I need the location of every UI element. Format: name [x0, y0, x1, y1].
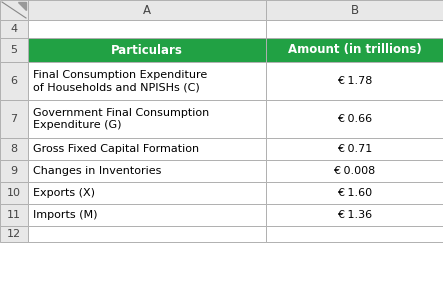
Bar — [0, 38, 28, 62]
Bar — [28, 138, 266, 160]
Text: Gross Fixed Capital Formation: Gross Fixed Capital Formation — [33, 144, 199, 154]
Text: € 1.36: € 1.36 — [337, 210, 372, 220]
Text: 9: 9 — [11, 166, 18, 176]
Bar — [266, 182, 443, 204]
Bar — [266, 20, 443, 38]
Text: 5: 5 — [11, 45, 18, 55]
Bar — [0, 20, 28, 38]
Bar — [266, 38, 443, 62]
Bar — [266, 160, 443, 182]
Bar — [28, 62, 266, 100]
Text: Changes in Inventories: Changes in Inventories — [33, 166, 161, 176]
Text: 7: 7 — [11, 114, 18, 124]
Text: € 1.60: € 1.60 — [337, 188, 372, 198]
Bar — [28, 160, 266, 182]
Bar — [0, 0, 28, 20]
Text: B: B — [350, 3, 358, 17]
Bar — [28, 20, 266, 38]
Bar — [28, 38, 266, 62]
Polygon shape — [18, 2, 26, 10]
Text: 8: 8 — [11, 144, 18, 154]
Bar — [28, 100, 266, 138]
Bar — [28, 0, 266, 20]
Bar — [0, 226, 28, 242]
Bar — [0, 100, 28, 138]
Text: Particulars: Particulars — [111, 43, 183, 56]
Bar — [266, 100, 443, 138]
Bar — [0, 62, 28, 100]
Text: € 0.71: € 0.71 — [337, 144, 372, 154]
Text: Government Final Consumption
Expenditure (G): Government Final Consumption Expenditure… — [33, 108, 209, 130]
Text: Amount (in trillions): Amount (in trillions) — [288, 43, 421, 56]
Bar — [0, 160, 28, 182]
Bar — [266, 226, 443, 242]
Text: 10: 10 — [7, 188, 21, 198]
Text: Exports (X): Exports (X) — [33, 188, 95, 198]
Text: Final Consumption Expenditure
of Households and NPISHs (C): Final Consumption Expenditure of Househo… — [33, 70, 207, 92]
Text: € 1.78: € 1.78 — [337, 76, 372, 86]
Bar — [28, 182, 266, 204]
Text: 12: 12 — [7, 229, 21, 239]
Text: € 0.008: € 0.008 — [334, 166, 376, 176]
Bar — [0, 204, 28, 226]
Bar — [266, 204, 443, 226]
Text: 11: 11 — [7, 210, 21, 220]
Bar — [266, 0, 443, 20]
Bar — [28, 226, 266, 242]
Bar — [266, 138, 443, 160]
Bar — [0, 138, 28, 160]
Text: 4: 4 — [11, 24, 18, 34]
Text: A: A — [143, 3, 151, 17]
Text: € 0.66: € 0.66 — [337, 114, 372, 124]
Text: Imports (M): Imports (M) — [33, 210, 97, 220]
Bar — [28, 204, 266, 226]
Bar — [0, 182, 28, 204]
Bar — [266, 62, 443, 100]
Text: 6: 6 — [11, 76, 18, 86]
